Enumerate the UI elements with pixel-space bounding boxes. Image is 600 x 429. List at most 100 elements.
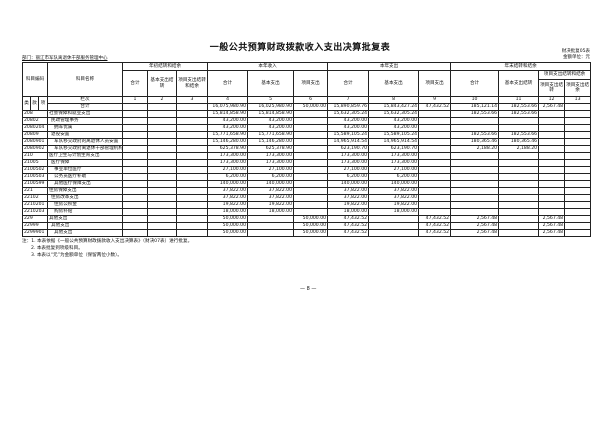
amount-cell: 43,200.00 bbox=[368, 117, 420, 125]
page-number: — 8 — bbox=[300, 286, 317, 292]
amount-cell bbox=[293, 166, 329, 174]
amount-cell bbox=[122, 222, 149, 230]
form-number: 财决批复05表 bbox=[561, 49, 590, 54]
amount-cell: 43,200.00 bbox=[207, 124, 249, 132]
amount-cell: 15,589,105.24 bbox=[368, 131, 420, 139]
amount-cell: 15,632,305.24 bbox=[368, 110, 420, 118]
amount-cell bbox=[538, 173, 566, 181]
amount-cell bbox=[176, 110, 209, 118]
header-opening-project: 项目支出结转和结余 bbox=[176, 70, 209, 97]
table-row: 2100502 事业单位医疗 27,100.00 27,100.00 27,100.00… bbox=[21, 166, 592, 174]
amount-cell bbox=[418, 138, 452, 146]
amount-cell: 50,000.00 bbox=[207, 222, 249, 230]
amount-cell bbox=[176, 124, 209, 132]
amount-cell bbox=[176, 159, 209, 167]
amount-cell bbox=[247, 222, 295, 230]
amount-cell: 18,000.00 bbox=[207, 208, 249, 216]
amount-cell: 173,300.00 bbox=[327, 152, 370, 160]
subject-name: 事业单位医疗 bbox=[47, 166, 124, 174]
amount-cell bbox=[122, 131, 149, 139]
amount-cell: 182,553.66 bbox=[498, 110, 540, 118]
amount-cell: 43,200.00 bbox=[368, 124, 420, 132]
amount-cell bbox=[176, 215, 209, 223]
total-cell: 16,075,980.90 bbox=[207, 103, 249, 111]
amount-cell bbox=[293, 131, 329, 139]
amount-cell bbox=[498, 201, 540, 209]
subject-code: 22999 bbox=[21, 222, 49, 230]
subject-code: 221 bbox=[21, 187, 49, 195]
amount-cell: 625,378.90 bbox=[247, 145, 295, 153]
col-index-row: 类 款 项 栏次 1 2 3 4 5 6 7 8 9 10 11 12 13 bbox=[22, 96, 592, 111]
amount-cell bbox=[418, 131, 452, 139]
amount-cell bbox=[176, 208, 209, 216]
table-row: 2299901 其他支出 50,000.00 50,000.00 47,432.52 47… bbox=[21, 229, 592, 237]
subject-name: 住房改革支出 bbox=[47, 194, 124, 202]
amount-cell bbox=[293, 201, 329, 209]
amount-cell: 15,814,858.90 bbox=[207, 110, 249, 118]
amount-cell bbox=[147, 180, 178, 188]
total-cell bbox=[122, 103, 149, 111]
form-info: 财决批复05表 金额单位：元 bbox=[562, 49, 590, 61]
amount-cell bbox=[498, 152, 540, 160]
amount-cell bbox=[564, 110, 592, 118]
amount-cell: 15,632,305.24 bbox=[327, 110, 370, 118]
amount-cell bbox=[498, 124, 540, 132]
subject-name: 公务员医疗补助 bbox=[47, 173, 124, 181]
amount-cell: 37,822.00 bbox=[368, 194, 420, 202]
amount-cell: 180,365.46 bbox=[498, 138, 540, 146]
amount-cell bbox=[247, 215, 295, 223]
amount-cell bbox=[450, 159, 500, 167]
amount-cell bbox=[538, 166, 566, 174]
amount-cell bbox=[293, 110, 329, 118]
amount-cell: 50,000.00 bbox=[293, 229, 329, 237]
amount-cell: 6,200.00 bbox=[247, 173, 295, 181]
amount-cell bbox=[418, 173, 452, 181]
amount-cell: 27,100.00 bbox=[247, 166, 295, 174]
amount-cell bbox=[293, 138, 329, 146]
amount-cell bbox=[293, 194, 329, 202]
amount-cell bbox=[176, 187, 209, 195]
amount-cell bbox=[450, 124, 500, 132]
amount-cell: 15,146,280.00 bbox=[247, 138, 295, 146]
subject-name: 其他医疗保障支出 bbox=[47, 180, 124, 188]
amount-cell bbox=[538, 152, 566, 160]
total-cell: 2,567.48 bbox=[538, 103, 566, 111]
amount-cell bbox=[176, 131, 209, 139]
amount-cell: 18,000.00 bbox=[368, 208, 420, 216]
header-project-carry: 项目支出结转 bbox=[538, 79, 566, 97]
amount-cell: 173,300.00 bbox=[368, 159, 420, 167]
table-row: 20802 民政管理事务 43,200.00 43,200.00 43,200.00 43… bbox=[21, 117, 592, 125]
amount-cell: 47,432.52 bbox=[327, 222, 370, 230]
amount-cell: 173,300.00 bbox=[247, 152, 295, 160]
subject-name: 其他支出 bbox=[47, 215, 124, 223]
amount-cell: 37,822.00 bbox=[207, 187, 249, 195]
amount-cell bbox=[122, 138, 149, 146]
header-name: 科目名称 bbox=[47, 62, 124, 97]
table-row: 20809 退役安置 15,771,658.90 15,771,658.90 15,58… bbox=[21, 131, 592, 139]
header-income-total: 合计 bbox=[207, 70, 249, 97]
amount-cell bbox=[564, 229, 592, 237]
total-row: 合计 16,075,980.90 16,025,980.90 50,000.00 15… bbox=[23, 103, 592, 111]
amount-cell bbox=[176, 201, 209, 209]
amount-cell bbox=[176, 138, 209, 146]
amount-cell bbox=[293, 152, 329, 160]
amount-cell: 43,200.00 bbox=[247, 117, 295, 125]
amount-cell bbox=[147, 187, 178, 195]
col-index-cell: 1 bbox=[122, 96, 149, 104]
amount-cell bbox=[564, 145, 592, 153]
amount-cell bbox=[498, 194, 540, 202]
table-row: 221 住房保障支出 37,822.00 37,822.00 37,822.00 37,8… bbox=[21, 187, 592, 195]
amount-cell bbox=[538, 124, 566, 132]
xiang-label: 项 bbox=[37, 96, 49, 111]
amount-cell: 50,000.00 bbox=[293, 222, 329, 230]
amount-cell: 19,822.00 bbox=[207, 201, 249, 209]
amount-cell bbox=[122, 180, 149, 188]
subject-code: 2100599 bbox=[21, 180, 49, 188]
amount-cell bbox=[122, 110, 149, 118]
amount-cell bbox=[368, 229, 420, 237]
amount-cell: 140,000.00 bbox=[207, 180, 249, 188]
amount-cell bbox=[450, 180, 500, 188]
amount-cell bbox=[418, 180, 452, 188]
amount-cell: 2,567.48 bbox=[450, 222, 500, 230]
subject-code: 208 bbox=[21, 110, 49, 118]
